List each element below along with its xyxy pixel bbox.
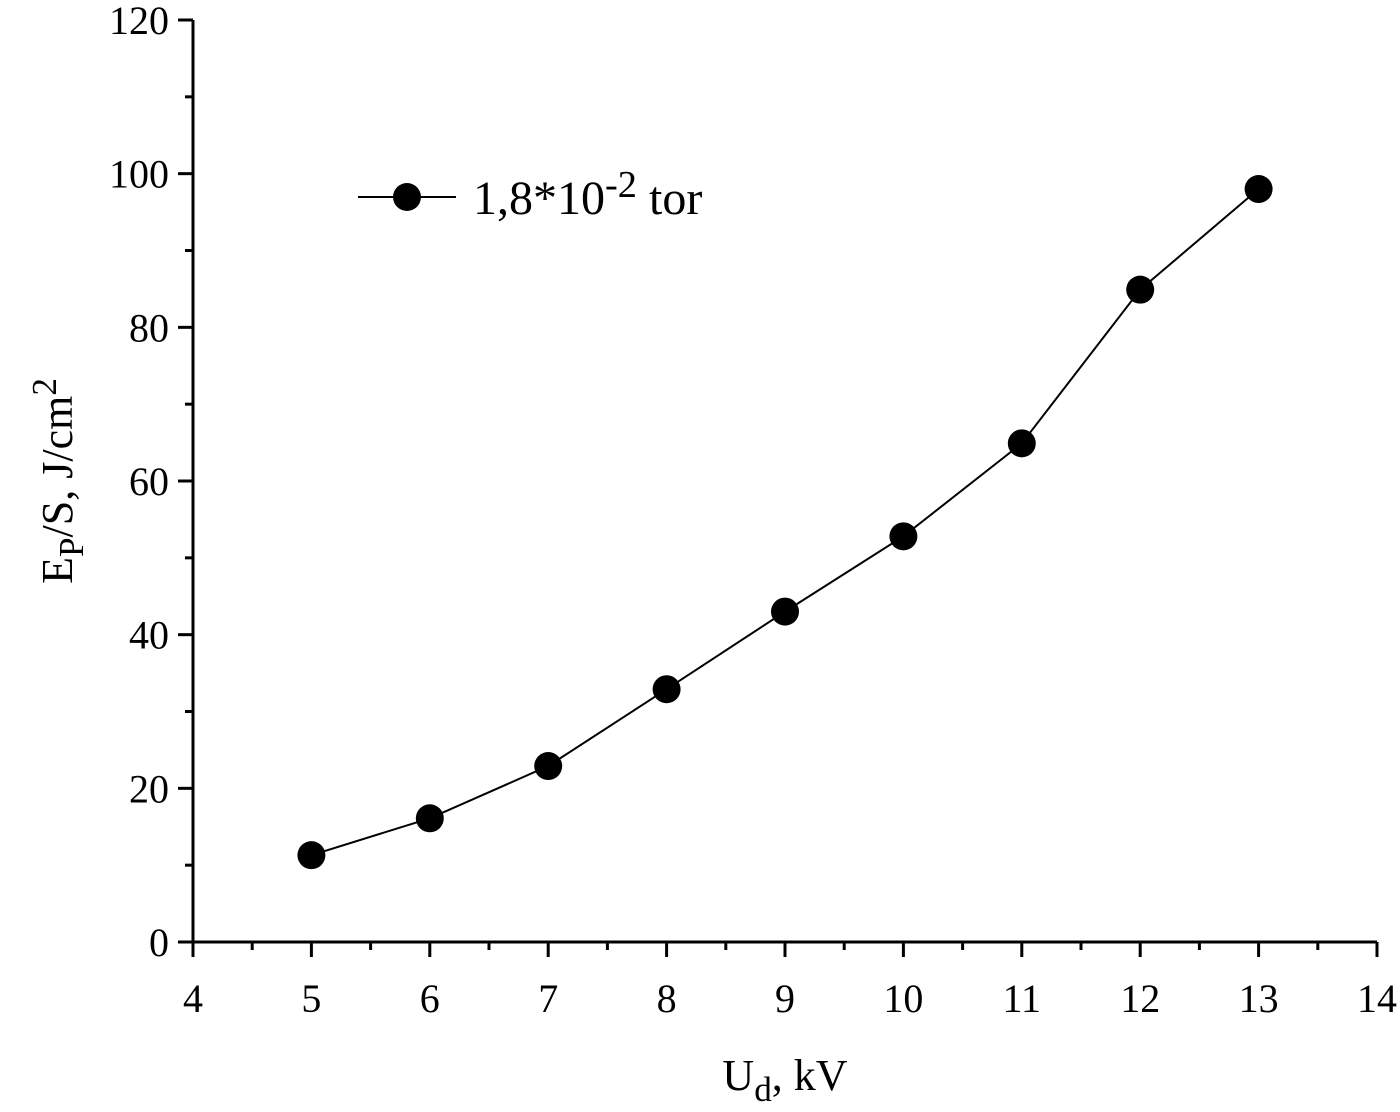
series-line	[311, 188, 1260, 857]
x-tick-label: 10	[883, 976, 923, 1021]
y-tick-label: 100	[109, 152, 169, 197]
x-tick-label: 6	[420, 976, 440, 1021]
y-tick-label: 40	[129, 613, 169, 658]
legend-marker	[393, 183, 421, 211]
x-tick-label: 9	[775, 976, 795, 1021]
label-part: U	[722, 1051, 754, 1100]
label-part: 1,8*10	[473, 172, 605, 225]
label-part: 2	[25, 378, 64, 396]
y-tick-label: 80	[129, 305, 169, 350]
marker	[889, 522, 918, 551]
label-part: /S, J/cm	[33, 396, 82, 538]
marker	[534, 752, 563, 781]
marker	[1244, 175, 1273, 204]
x-tick-label: 12	[1120, 976, 1160, 1021]
marker	[297, 841, 326, 870]
y-axis-label: EP/S, J/cm2	[25, 378, 90, 584]
x-tick-label: 14	[1357, 976, 1397, 1021]
label-part: tor	[637, 172, 702, 225]
label-part: , kV	[772, 1051, 848, 1100]
x-tick-label: 11	[1003, 976, 1042, 1021]
label-part: d	[754, 1070, 772, 1109]
marker	[1126, 275, 1155, 304]
marker	[415, 804, 444, 833]
label-part: P	[52, 537, 91, 557]
legend-label: 1,8*10-2 tor	[473, 164, 702, 225]
y-tick-label: 20	[129, 766, 169, 811]
y-tick-label: 60	[129, 459, 169, 504]
x-tick-label: 7	[538, 976, 558, 1021]
marker	[1007, 429, 1036, 458]
y-tick-label: 120	[109, 0, 169, 43]
marker	[652, 675, 681, 704]
y-tick-label: 0	[149, 920, 169, 965]
x-tick-label: 13	[1239, 976, 1279, 1021]
marker	[771, 597, 799, 626]
x-tick-label: 5	[301, 976, 321, 1021]
label-part: E	[33, 557, 82, 584]
label-part: -2	[605, 164, 637, 206]
x-tick-label: 4	[183, 976, 203, 1021]
x-tick-label: 8	[657, 976, 677, 1021]
x-axis-label: Ud, kV	[722, 1051, 847, 1109]
